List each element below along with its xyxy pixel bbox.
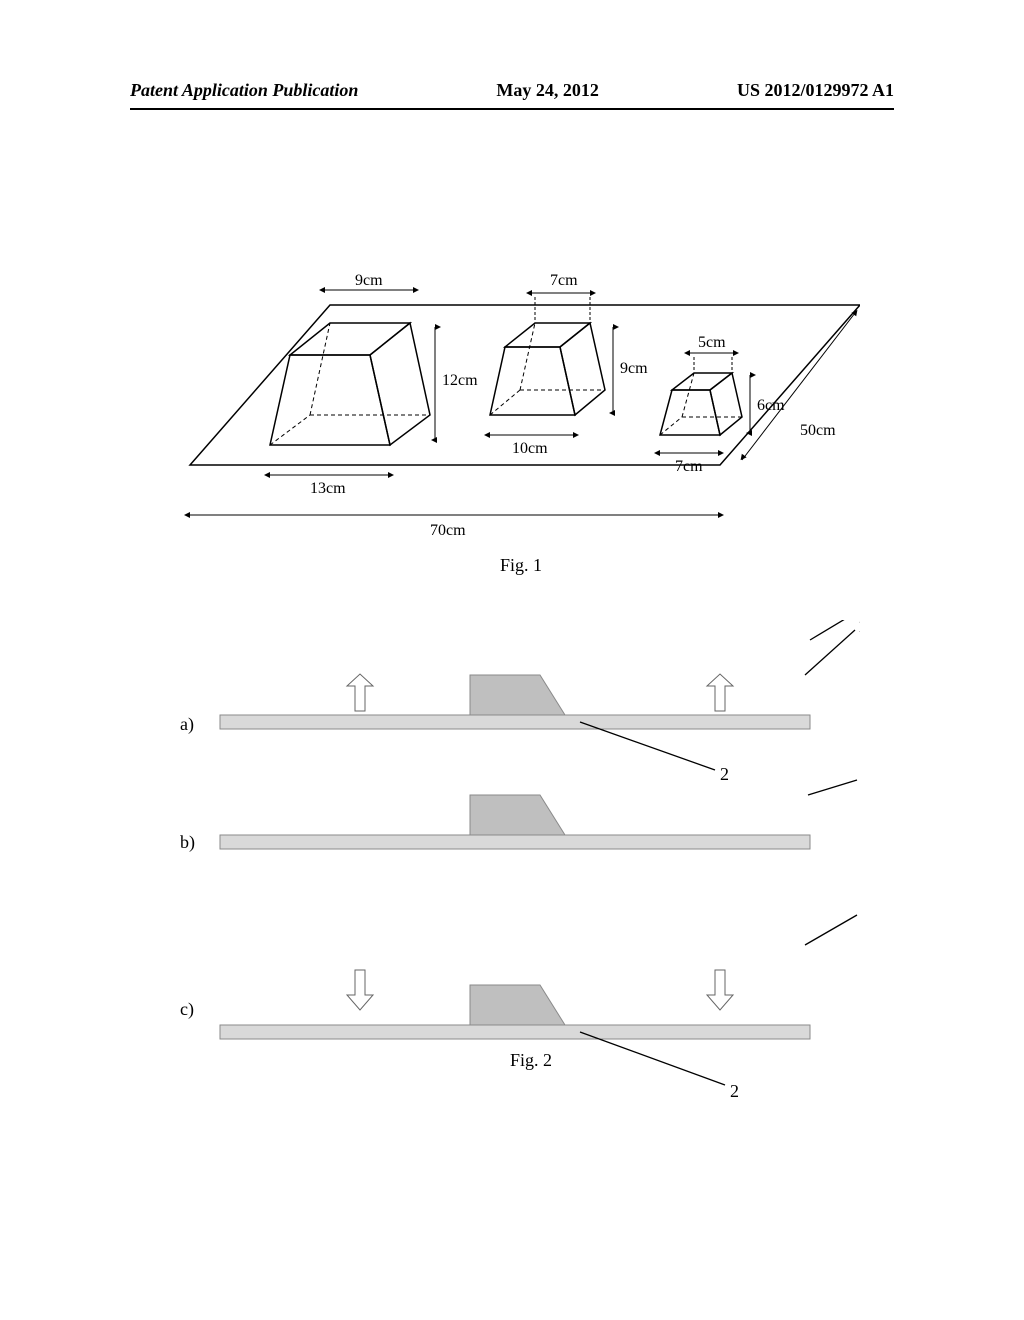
- fig2-callout-2b: 2: [730, 1081, 739, 1101]
- pub-number: US 2012/0129972 A1: [737, 80, 894, 101]
- fig1-shape0-base: 13cm: [310, 480, 346, 497]
- fig1-shape0-top: 9cm: [355, 272, 383, 289]
- fig2-label-b: b): [180, 832, 195, 853]
- fig1-shape2-base: 7cm: [675, 458, 703, 475]
- fig1-shape2-top: 5cm: [698, 334, 726, 351]
- pub-type: Patent Application Publication: [130, 80, 358, 101]
- figure-2: 1 1 2 3 4: [160, 620, 860, 1120]
- header-rule: [130, 108, 894, 110]
- fig2-label-a: a): [180, 714, 194, 735]
- fig2-caption: Fig. 2: [510, 1050, 552, 1071]
- fig2-label-c: c): [180, 999, 194, 1020]
- fig2-callout-2a: 2: [720, 764, 729, 784]
- page-header: Patent Application Publication May 24, 2…: [0, 80, 1024, 101]
- fig1-shape1-height: 9cm: [620, 360, 648, 377]
- fig1-plane-width: 70cm: [430, 522, 466, 539]
- pub-date: May 24, 2012: [496, 80, 599, 101]
- fig1-shape2-height: 6cm: [757, 397, 785, 414]
- fig2-callout-1b: 1: [858, 620, 860, 636]
- figure-1: 9cm 12cm 13cm 7cm 9cm: [160, 235, 860, 615]
- fig1-caption: Fig. 1: [500, 555, 542, 576]
- fig1-shape1-base: 10cm: [512, 440, 548, 457]
- fig1-shape0-height: 12cm: [442, 372, 478, 389]
- fig1-plane-depth: 50cm: [800, 422, 836, 439]
- fig1-shape1-top: 7cm: [550, 272, 578, 289]
